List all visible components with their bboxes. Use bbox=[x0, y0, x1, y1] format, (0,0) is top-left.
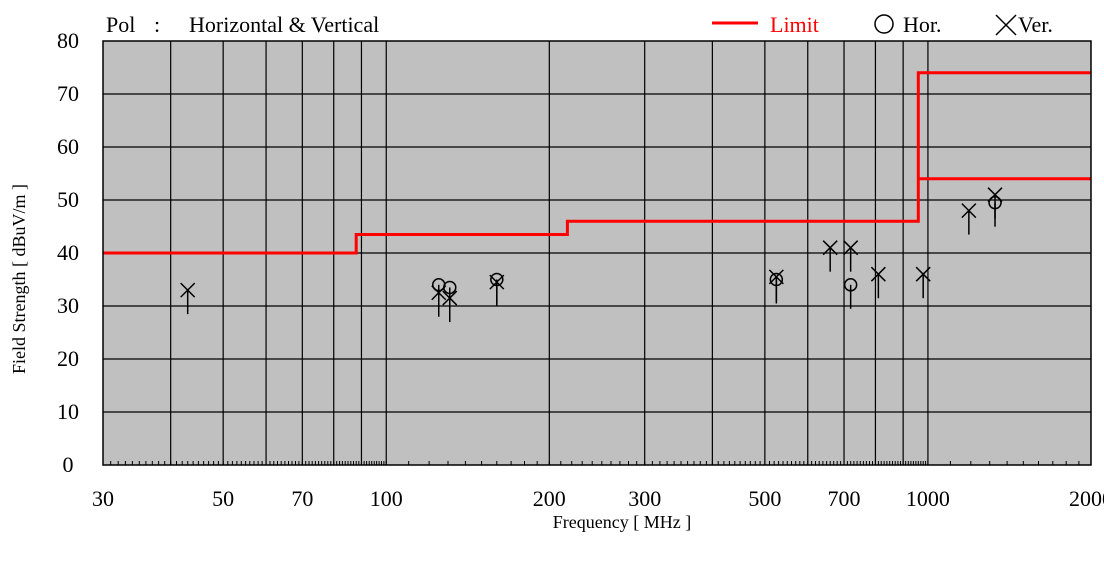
y-tick-label: 30 bbox=[57, 293, 79, 318]
ver-point bbox=[180, 282, 196, 315]
x-tick-label: 700 bbox=[828, 486, 861, 511]
ver-point bbox=[987, 187, 1003, 219]
x-tick-label: 300 bbox=[628, 486, 661, 511]
ver-point bbox=[768, 269, 784, 301]
ver-point bbox=[961, 203, 977, 235]
y-tick-label: 0 bbox=[63, 452, 74, 477]
legend: Limit Hor. Ver. bbox=[712, 12, 1053, 37]
ver-legend-label: Ver. bbox=[1018, 12, 1053, 37]
y-tick-label: 10 bbox=[57, 399, 79, 424]
ver-point bbox=[489, 274, 505, 307]
y-tick-label: 50 bbox=[57, 187, 79, 212]
pol-separator: : bbox=[154, 12, 160, 37]
hor-legend-marker bbox=[874, 14, 894, 34]
x-tick-label: 2000 bbox=[1069, 486, 1104, 511]
x-tick-label: 1000 bbox=[906, 486, 950, 511]
ver-point bbox=[442, 290, 458, 323]
limit-line bbox=[103, 71, 1091, 255]
header: Pol : Horizontal & Vertical bbox=[106, 12, 379, 37]
limit-lines bbox=[103, 71, 1091, 255]
y-axis-label: Field Strength [ dBuV/m ] bbox=[9, 184, 29, 374]
hor-point bbox=[843, 278, 858, 309]
y-tick-label: 70 bbox=[57, 81, 79, 106]
y-tick-label: 40 bbox=[57, 240, 79, 265]
ver-point bbox=[822, 240, 838, 272]
x-tick-label: 70 bbox=[291, 486, 313, 511]
y-tick-labels: 0 10 20 30 40 50 60 70 80 bbox=[57, 28, 79, 477]
x-tick-label: 100 bbox=[370, 486, 403, 511]
pol-label: Pol bbox=[106, 12, 135, 37]
y-tick-label: 20 bbox=[57, 346, 79, 371]
limit-legend-label: Limit bbox=[770, 12, 819, 37]
x-tick-label: 500 bbox=[748, 486, 781, 511]
ver-point bbox=[915, 266, 931, 299]
ver-legend-marker bbox=[995, 14, 1017, 36]
hor-legend-label: Hor. bbox=[903, 12, 942, 37]
ver-point bbox=[431, 285, 447, 317]
pol-value: Horizontal & Vertical bbox=[189, 12, 379, 37]
y-tick-label: 80 bbox=[57, 28, 79, 53]
x-tick-label: 200 bbox=[533, 486, 566, 511]
data-markers bbox=[180, 187, 1003, 323]
x-tick-labels: 30 50 70 100 200 300 500 700 1000 2000 bbox=[92, 486, 1104, 511]
ver-point bbox=[870, 266, 886, 299]
x-tick-label: 50 bbox=[212, 486, 234, 511]
x-axis-label: Frequency [ MHz ] bbox=[553, 512, 691, 532]
ver-point bbox=[843, 240, 859, 272]
x-tick-label: 30 bbox=[92, 486, 114, 511]
y-tick-label: 60 bbox=[57, 134, 79, 159]
plot-border bbox=[102, 40, 1092, 466]
